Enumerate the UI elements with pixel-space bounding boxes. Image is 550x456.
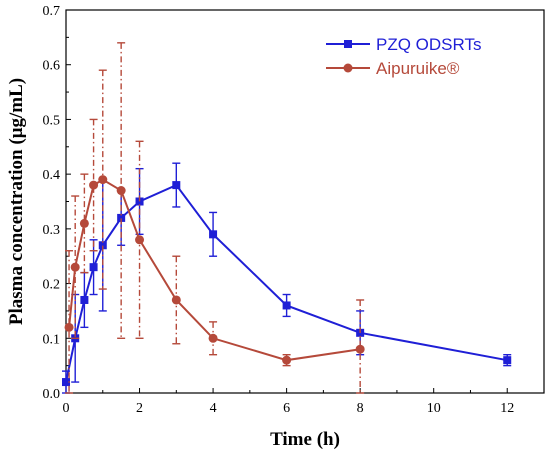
x-axis-title: Time (h): [270, 429, 340, 450]
x-tick-label: 8: [357, 401, 364, 416]
y-tick-label: 0.4: [43, 168, 61, 183]
legend: PZQ ODSRTs Aipuruike®: [326, 35, 481, 78]
data-point: [116, 186, 126, 196]
series-2: [64, 42, 365, 394]
y-tick-label: 0.7: [43, 4, 61, 19]
data-point: [70, 262, 80, 272]
x-tick-label: 4: [210, 401, 217, 416]
legend-marker: [344, 40, 352, 48]
y-axis-title: Plasma concentration (μg/mL): [6, 78, 27, 325]
series-line: [65, 183, 508, 383]
y-tick-label: 0.3: [43, 223, 61, 238]
x-axis-ticks: 0 2 4 6 8 10 12: [63, 388, 514, 416]
y-axis-ticks: 0.0 0.1 0.2 0.3 0.4 0.5 0.6 0.7: [43, 4, 71, 402]
data-point: [80, 295, 89, 304]
legend-marker: [343, 63, 353, 73]
legend-label: Aipuruike®: [376, 59, 460, 78]
legend-label: PZQ ODSRTs: [376, 35, 481, 54]
x-tick-label: 2: [136, 401, 143, 416]
data-point: [282, 301, 291, 310]
data-point: [355, 344, 365, 354]
data-point: [209, 230, 218, 239]
y-tick-label: 0.2: [43, 278, 61, 293]
x-tick-label: 6: [283, 401, 290, 416]
y-tick-label: 0.0: [43, 387, 61, 402]
x-tick-label: 12: [500, 401, 514, 416]
data-point: [98, 241, 107, 250]
data-point: [79, 218, 89, 228]
data-point: [282, 355, 292, 365]
data-point: [171, 295, 181, 305]
data-point: [135, 197, 144, 206]
data-point: [208, 333, 218, 343]
data-point: [89, 263, 98, 272]
data-point: [64, 322, 74, 332]
y-tick-label: 0.6: [43, 59, 61, 74]
x-tick-label: 0: [63, 401, 70, 416]
data-point: [503, 356, 512, 365]
data-point: [135, 235, 145, 245]
y-tick-label: 0.5: [43, 113, 61, 128]
data-point: [117, 213, 126, 222]
y-tick-label: 0.1: [43, 332, 61, 347]
data-point: [98, 175, 108, 185]
data-point: [89, 180, 99, 190]
data-point: [62, 378, 70, 387]
series-layer: [62, 42, 512, 394]
x-tick-label: 10: [427, 401, 441, 416]
data-point: [172, 181, 181, 190]
series-line: [68, 178, 361, 362]
